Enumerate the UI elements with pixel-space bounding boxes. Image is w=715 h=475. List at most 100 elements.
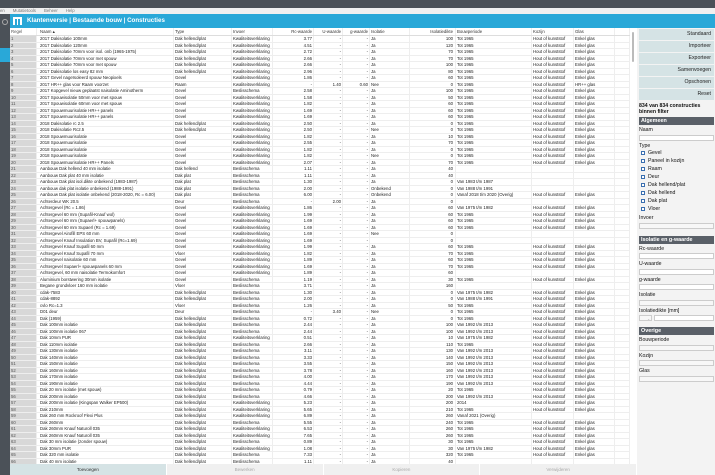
edit-button[interactable]: Bewerken [167,464,324,475]
table-row[interactable]: 7 2017 Gevel nageïsoleerd spouw Neopixels… [10,75,630,82]
table-row[interactable]: 51 Dak 150mm isolatie Dak hellend/plat Besl… [10,361,630,368]
checkbox-icon[interactable] [641,207,645,212]
table-row[interactable]: 66 Dak 40 mm isolatie Dak hellend/plat Besl… [10,458,630,464]
table-row[interactable]: 4 2017 Dakisolatie 70mm voor met spouw Dak… [10,55,630,62]
table-row[interactable]: 46 Dak 100mm isolatie 067 Dak hellend/plat… [10,328,630,335]
table-row[interactable]: 41 cdak-8892 Dak hellend/plat Beslisschema 2… [10,296,630,303]
column-header-g[interactable]: g-waarde [343,28,370,35]
table-row[interactable]: 27 Achtergevel (Rc = 1.86) Gevel Kwaliteits… [10,205,630,212]
add-button[interactable]: Toevoegen [10,464,167,475]
table-row[interactable]: 25 Aanbouw Dak plat isolatie onbekend (20… [10,192,630,199]
type-checkbox-gevel[interactable]: Gevel [639,149,714,157]
table-row[interactable]: 42 cvlo Rc=1.3 Vloer Beslisschema 1.26- - Ja 50… [10,302,630,309]
table-row[interactable]: 12 2017 Spouwmuurisolatie HR++ panels Geve… [10,107,630,114]
g-input[interactable] [639,284,714,291]
section-overige[interactable]: Overige [639,327,714,336]
table-row[interactable]: 6 2017 Dakisolatie los easy 82 mm Dak hell… [10,68,630,75]
type-checkbox-raam[interactable]: Raam [639,165,714,173]
table-row[interactable]: 33 Achtergevel Knauf Supafil 60 mm Gevel Kw… [10,244,630,251]
table-row[interactable]: 44 Dak (1959) Dak hellend/plat Beslisschema… [10,315,630,322]
table-row[interactable]: 24 Aanbouw dak plat isolatie onbekend (19… [10,185,630,192]
column-header-glas[interactable]: Glas [574,28,615,35]
table-row[interactable]: 10 2017 Spouwisolatie 50mm voor met spouw… [10,94,630,101]
copy-button[interactable]: Kopieren [324,464,481,475]
table-row[interactable]: 48 Dak 110mm isolatie Dak hellend/plat Besl… [10,341,630,348]
invoer-select[interactable] [639,222,714,229]
table-row[interactable]: 62 Dak 260mm Knauf Naturoll 035 Dak hellen… [10,432,630,439]
table-row[interactable]: 19 2018 Spouwmuurisolatie Gevel Kwaliteitsv… [10,153,630,160]
column-header-u[interactable]: U-waarde [314,28,343,35]
table-row[interactable]: 56 Dak 200mm isolatie Dak hellend/plat Besl… [10,393,630,400]
table-row[interactable]: 39 Begane grondvloer 160 mm isolatie Vloer… [10,283,630,290]
section-isolatie[interactable]: Isolatie en g-waarde [639,235,714,244]
type-checkbox-deur[interactable]: Deur [639,173,714,181]
rc-input[interactable] [639,253,714,260]
standard-button[interactable]: Standaard [639,29,714,40]
table-row[interactable]: 20 2018 Spouwmuurisolatie HR++ Panels Geve… [10,159,630,166]
table-row[interactable]: 23 Aanbouw Dak plat isol.dikte onbekend (… [10,179,630,186]
table-row[interactable]: 14 2018 Dakisolatie rc 2.5 Dak hellend/pla… [10,120,630,127]
table-row[interactable]: 61 Dak 260mm Knauf Naturoll 035 Dak hellen… [10,426,630,433]
table-row[interactable]: 37 Achtergevel, 60 mm naisolatie Termokom… [10,270,630,277]
checkbox-icon[interactable] [641,175,645,180]
table-row[interactable]: 54 Dak 190mm isolatie Dak hellend/plat Besl… [10,380,630,387]
column-header-bouwperiode[interactable]: Bouwperiode [456,28,532,35]
table-row[interactable]: 32 Achtergevel Knauf Insulation BV, Supaf… [10,237,630,244]
table-row[interactable]: 13 2017 Spouwmuurisolatie HR++ panels Geve… [10,114,630,121]
table-row[interactable]: 47 Dak 10mm PUR Dak hellend/plat Kwaliteits… [10,335,630,342]
table-row[interactable]: 34 Achtergevel Knauf Supafil 70 mm Vloer Kw… [10,250,630,257]
checkbox-icon[interactable] [641,167,645,172]
column-header-naam[interactable]: Naam ▴ [37,28,174,35]
checkbox-icon[interactable] [641,151,645,156]
sidebar-item-active[interactable] [0,48,10,62]
export-button[interactable]: Exporteer [639,53,714,64]
column-header-type[interactable]: Type [174,28,232,35]
table-row[interactable]: 21 Aanbouw Dak hellend 40 mm isolatie Dak … [10,166,630,173]
menu-item-beheer[interactable]: Beheer [43,8,58,13]
table-row[interactable]: 50 Dak 140mm isolatie Dak hellend/plat Besl… [10,354,630,361]
naam-input[interactable] [639,134,714,141]
table-row[interactable]: 63 Dak 30 mm isolatie (zonder spouw) Dak h… [10,439,630,446]
table-row[interactable]: 9 2017 Kopgevel nieuw geplaatst naisolati… [10,88,630,95]
settings-gear-icon[interactable] [2,19,8,25]
table-row[interactable]: 29 Achtergevel 60 mm (Supaerl+ spouwpanel… [10,218,630,225]
bouwperiode-select[interactable] [639,344,714,351]
isolatiedikte-input[interactable] [654,315,714,322]
table-row[interactable]: 17 2018 Spouwmuurisolatie Gevel Kwaliteitsv… [10,140,630,147]
delete-button[interactable]: Verwijderen [480,464,637,475]
table-row[interactable]: 52 Dak 160mm isolatie Dak hellend/plat Besl… [10,367,630,374]
table-row[interactable]: 45 Dak 100mm isolatie Dak hellend/plat Besl… [10,322,630,329]
table-row[interactable]: 31 Achtergevel Airofill EPS 60 mm Gevel Kwa… [10,231,630,238]
table-row[interactable]: 59 Dak 260 mm Rockroof Flexi Plus Dak hell… [10,413,630,420]
column-header-invoer[interactable]: Invoer [232,28,273,35]
column-header-isolatie[interactable]: Isolatie [370,28,410,35]
reset-button[interactable]: Reset [639,89,714,100]
section-algemeen[interactable]: Algemeen [639,117,714,126]
table-row[interactable]: 3 2017 Dakisolatie 70mm voor isol. onb (1… [10,49,630,56]
merge-button[interactable]: Samenvoegen [639,65,714,76]
checkbox-icon[interactable] [641,191,645,196]
checkbox-icon[interactable] [641,199,645,204]
import-button[interactable]: Importeer [639,41,714,52]
u-input[interactable] [639,268,714,275]
column-header-isolatiedikte[interactable]: Isolatiedikte [410,28,456,35]
type-checkbox-dak-plat[interactable]: Dak plat [639,197,714,205]
table-row[interactable]: 49 Dak 130mm isolatie Dak hellend/plat Besl… [10,348,630,355]
cleanup-button[interactable]: Opschonen [639,77,714,88]
isolatie-select[interactable] [639,299,714,306]
table-row[interactable]: 28 Achtergevel 60 mm (Supafil-Knauf wol) G… [10,211,630,218]
table-row[interactable]: 60 Dak 260mm Dak hellend/plat Beslisschema 5… [10,419,630,426]
table-row[interactable]: 8 2017 HR++ glas voor Raam voorzet Raam Kwa… [10,81,630,88]
table-row[interactable]: 43 D01 deur Deur Beslisschema -3.40- Nee 0 Tot … [10,309,630,316]
table-row[interactable]: 16 2018 Spouwmuurisolatie Gevel Kwaliteitsv… [10,133,630,140]
table-row[interactable]: 15 2018 Dakisolatie Rc2.5 Dak hellend/plat… [10,127,630,134]
column-header-rc[interactable]: Rc-waarde [273,28,314,35]
menu-item-file[interactable]: en [0,8,5,13]
table-row[interactable]: 22 Aanbouw Dak plat 40 mm isolatie Dak pla… [10,172,630,179]
table-row[interactable]: 40 cdak-7583 Dak hellend/plat Beslisschema 1… [10,289,630,296]
vertical-scrollbar[interactable] [632,32,634,62]
table-row[interactable]: 57 Dak 200mm isolatie (Kingspan Walker EP… [10,400,630,407]
menu-item-help[interactable]: Help [65,8,75,13]
operator-dropdown[interactable]: ⌄ [639,315,652,322]
checkbox-icon[interactable] [641,159,645,164]
